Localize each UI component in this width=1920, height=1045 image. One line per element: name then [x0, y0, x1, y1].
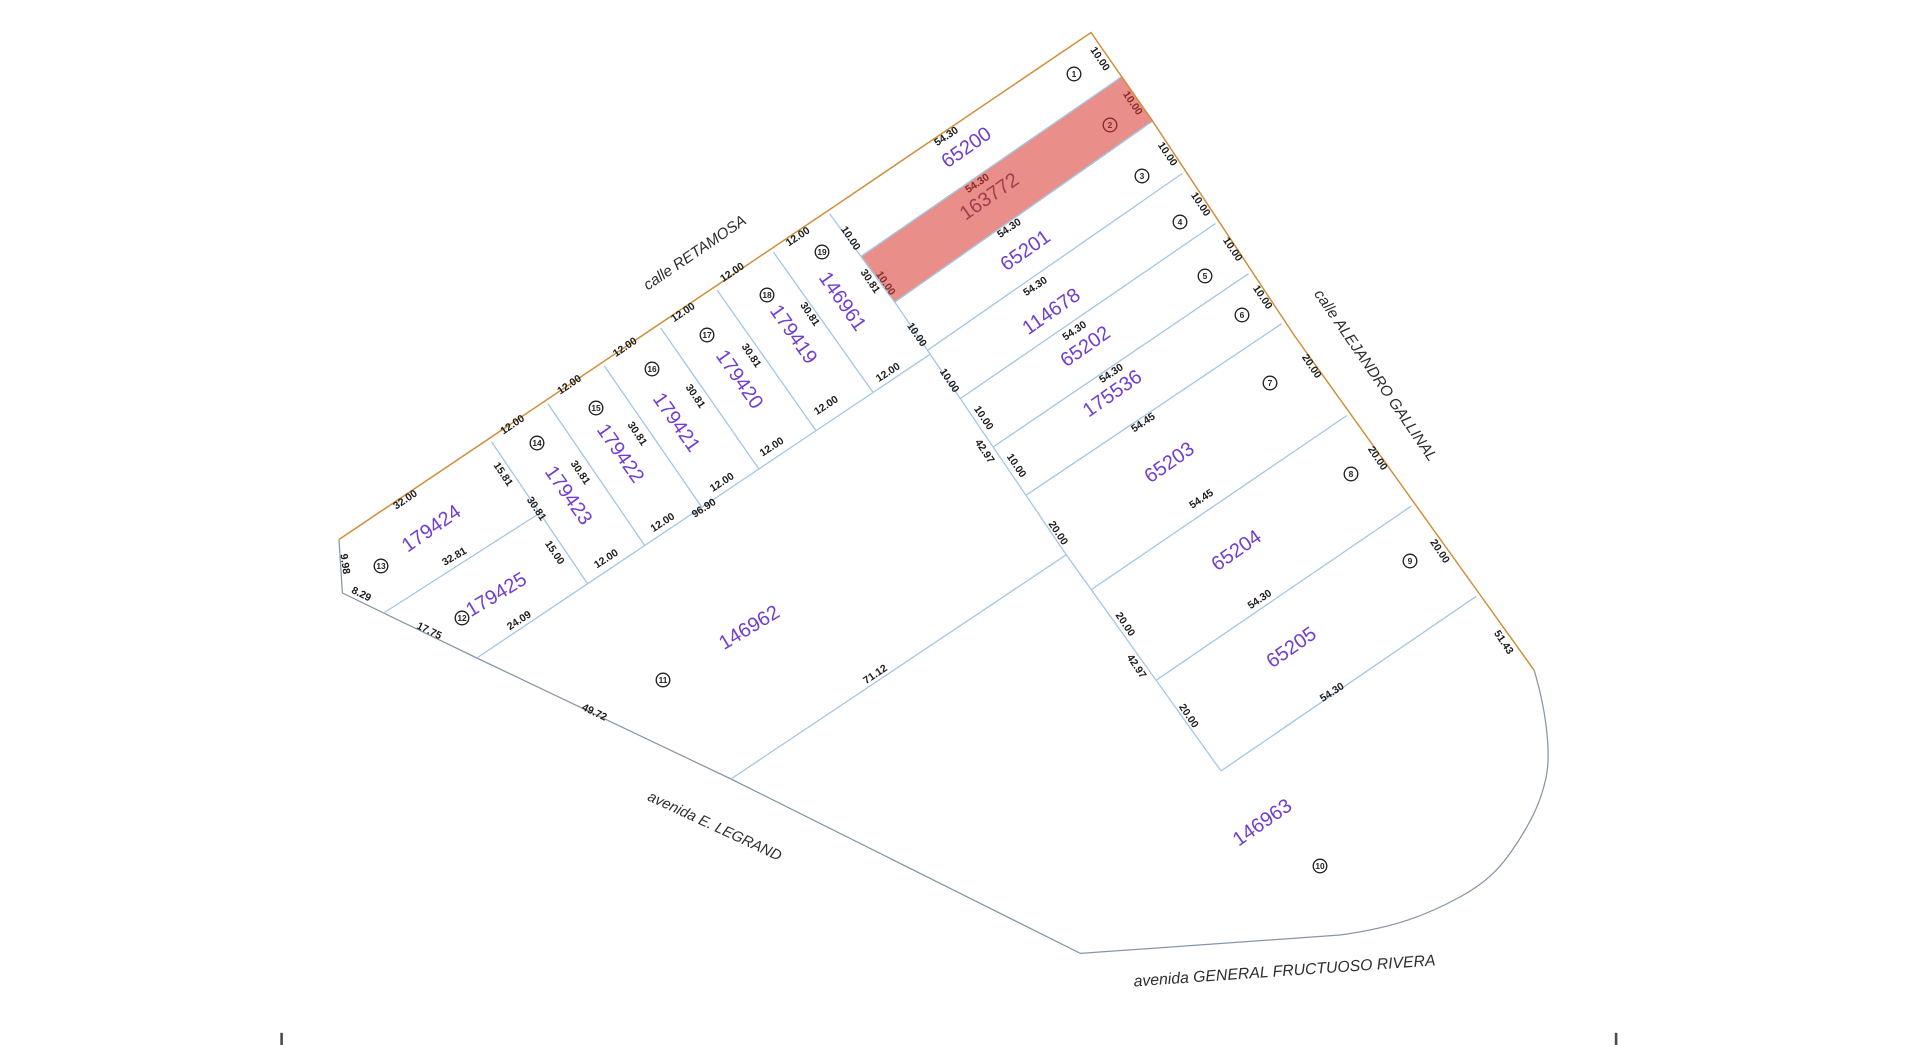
svg-text:10.00: 10.00 — [1087, 45, 1112, 74]
svg-text:avenida GENERAL FRUCTUOSO RIVE: avenida GENERAL FRUCTUOSO RIVERA — [1133, 952, 1436, 990]
svg-text:15.00: 15.00 — [542, 538, 567, 567]
svg-text:8: 8 — [1349, 469, 1354, 479]
svg-text:18: 18 — [762, 290, 772, 300]
svg-text:calle RETAMOSA: calle RETAMOSA — [640, 212, 749, 294]
svg-text:19: 19 — [817, 247, 827, 257]
svg-text:12.00: 12.00 — [648, 510, 677, 534]
svg-text:12.00: 12.00 — [784, 224, 813, 249]
svg-text:14: 14 — [532, 438, 542, 448]
svg-text:30.81: 30.81 — [797, 300, 822, 329]
svg-text:51.43: 51.43 — [1491, 628, 1516, 657]
svg-text:10.00: 10.00 — [1250, 283, 1275, 312]
svg-text:15: 15 — [591, 403, 601, 413]
svg-text:12.00: 12.00 — [592, 547, 621, 571]
svg-text:20.00: 20.00 — [1299, 352, 1324, 381]
svg-text:15.81: 15.81 — [491, 460, 516, 489]
svg-text:54.45: 54.45 — [1129, 410, 1158, 435]
svg-text:12.00: 12.00 — [758, 435, 787, 459]
svg-text:12.00: 12.00 — [708, 470, 737, 494]
svg-text:10.00: 10.00 — [904, 321, 929, 350]
svg-text:146962: 146962 — [715, 601, 784, 654]
svg-text:146963: 146963 — [1229, 795, 1296, 851]
svg-text:avenida E. LEGRAND: avenida E. LEGRAND — [645, 789, 784, 865]
svg-text:3: 3 — [1140, 171, 1145, 181]
svg-text:10.00: 10.00 — [937, 366, 962, 395]
svg-text:32.00: 32.00 — [391, 487, 420, 512]
svg-text:12.00: 12.00 — [812, 393, 841, 417]
svg-text:17: 17 — [702, 330, 712, 340]
svg-text:10.00: 10.00 — [971, 404, 996, 433]
svg-text:4: 4 — [1178, 217, 1183, 227]
svg-text:9: 9 — [1408, 556, 1413, 566]
svg-text:30.81: 30.81 — [625, 420, 650, 449]
svg-text:11: 11 — [659, 675, 668, 685]
svg-text:10.00: 10.00 — [1220, 235, 1245, 264]
svg-text:20.00: 20.00 — [1046, 519, 1071, 548]
svg-text:12: 12 — [457, 613, 467, 623]
svg-text:10.00: 10.00 — [1155, 140, 1180, 169]
svg-text:10: 10 — [1315, 861, 1325, 871]
svg-text:20.00: 20.00 — [1365, 444, 1390, 473]
svg-text:20.00: 20.00 — [1176, 702, 1201, 731]
svg-text:54.30: 54.30 — [1021, 274, 1050, 299]
svg-text:54.30: 54.30 — [1318, 680, 1347, 704]
svg-text:16: 16 — [647, 364, 657, 374]
svg-text:30.81: 30.81 — [524, 495, 549, 524]
svg-text:1: 1 — [1072, 69, 1077, 79]
svg-text:6: 6 — [1240, 310, 1245, 320]
svg-text:9.98: 9.98 — [337, 553, 352, 575]
svg-text:65204: 65204 — [1207, 526, 1265, 576]
svg-text:12.00: 12.00 — [611, 335, 640, 360]
svg-text:calle ALEJANDRO GALLINAL: calle ALEJANDRO GALLINAL — [1310, 286, 1440, 464]
svg-text:8.29: 8.29 — [349, 584, 373, 604]
svg-text:32.81: 32.81 — [440, 545, 469, 569]
svg-text:12.00: 12.00 — [669, 300, 698, 325]
svg-text:5: 5 — [1203, 271, 1208, 281]
svg-text:12.00: 12.00 — [718, 260, 747, 285]
svg-text:42.97: 42.97 — [1124, 652, 1149, 681]
svg-text:13: 13 — [376, 561, 386, 571]
svg-text:65203: 65203 — [1140, 438, 1198, 488]
svg-text:12.00: 12.00 — [555, 372, 584, 397]
svg-text:10.00: 10.00 — [1004, 451, 1029, 480]
svg-text:7: 7 — [1268, 378, 1273, 388]
svg-text:10.00: 10.00 — [1188, 190, 1213, 219]
svg-text:12.00: 12.00 — [874, 360, 903, 384]
svg-text:54.30: 54.30 — [1246, 587, 1275, 612]
svg-text:65205: 65205 — [1262, 623, 1320, 673]
svg-text:30.81: 30.81 — [683, 382, 708, 411]
svg-text:10.00: 10.00 — [838, 224, 863, 253]
svg-text:71.12: 71.12 — [861, 662, 890, 687]
svg-text:2: 2 — [1108, 120, 1113, 130]
svg-text:49.72: 49.72 — [580, 701, 609, 723]
svg-text:42.97: 42.97 — [972, 437, 997, 466]
svg-text:17.75: 17.75 — [415, 620, 444, 642]
